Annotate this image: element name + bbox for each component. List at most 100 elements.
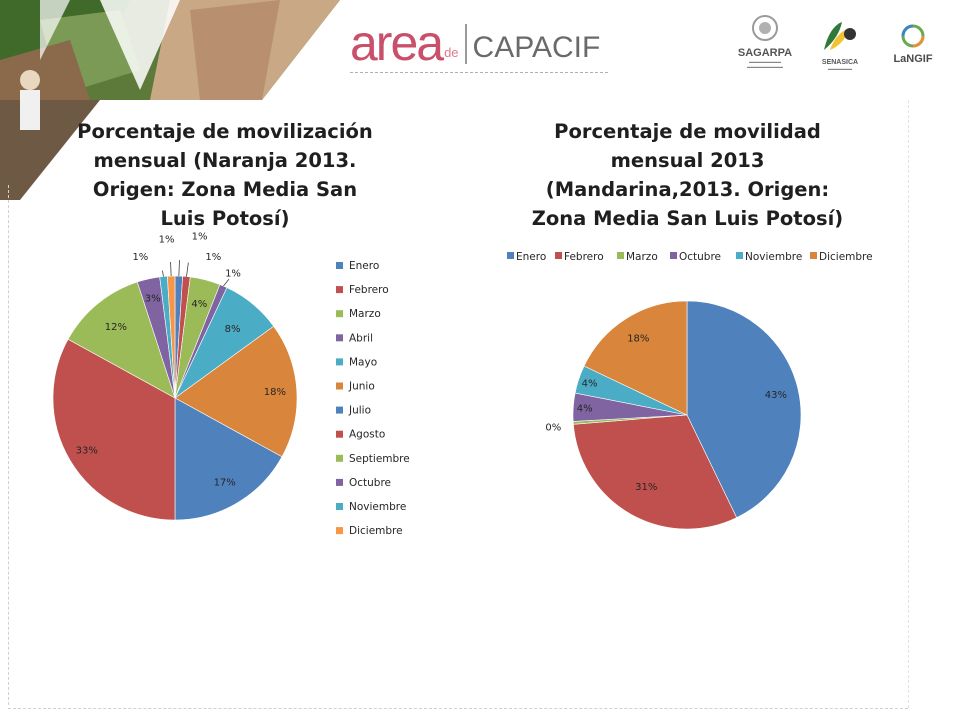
pie-slice-octubre [136, 276, 176, 399]
leader-line-abril [223, 278, 230, 287]
legend-swatch-agosto [336, 430, 343, 438]
pie-slice-febrero [174, 275, 191, 399]
pie-slice-diciembre [167, 275, 176, 399]
legend-label-abril: Abril [349, 332, 373, 344]
data-label-mayo: 8% [225, 324, 241, 335]
legend-label-diciembre: Diciembre [819, 251, 873, 263]
langif-logo: LaNGIF [883, 24, 943, 65]
data-label-enero: 1% [192, 232, 208, 243]
legend-swatch-enero [507, 252, 514, 259]
data-label-marzo: 4% [191, 299, 207, 310]
legend-swatch-enero [336, 262, 343, 269]
chart-1-leader-lines [161, 260, 230, 287]
pie-slice-agosto [52, 338, 176, 521]
brand-capacif-text: CAPACIF [472, 31, 601, 64]
legend-label-octubre: Octubre [679, 251, 721, 263]
data-label-enero: 43% [765, 390, 787, 401]
legend-label-febrero: Febrero [349, 284, 389, 296]
pie-slice-septiembre [67, 281, 176, 399]
data-label-febrero: 1% [205, 252, 221, 263]
brand-area-text: area [350, 15, 444, 71]
senasica-logo-text: SENASICA [821, 59, 859, 66]
pie-slice-octubre [572, 392, 688, 422]
langif-logo-text: LaNGIF [893, 53, 933, 65]
data-label-noviembre: 1% [132, 252, 148, 263]
legend-swatch-octubre [336, 478, 343, 486]
sagarpa-logo: SAGARPA ▬▬▬▬▬▬▬▬ ▬▬▬▬▬▬▬▬▬ [725, 14, 805, 69]
pie-slice-julio [174, 397, 283, 521]
pie-slice-marzo [572, 414, 688, 425]
pie-slice-enero [174, 275, 183, 399]
brand-underline [350, 72, 608, 73]
legend-swatch-noviembre [336, 503, 343, 510]
legend-label-enero: Enero [516, 251, 546, 263]
legend-swatch-febrero [555, 252, 562, 259]
chart-1-slices [52, 275, 298, 521]
header: area de CAPACIF SAGARPA ▬▬▬▬▬▬▬▬ ▬▬▬▬▬▬▬▬… [0, 0, 960, 200]
pie-slice-enero [686, 300, 802, 519]
data-label-octubre: 3% [145, 293, 161, 304]
legend-swatch-julio [336, 406, 343, 414]
data-label-abril: 1% [225, 269, 241, 280]
legend-label-noviembre: Noviembre [349, 501, 406, 513]
senasica-emblem-icon [824, 22, 856, 50]
legend-label-junio: Junio [348, 381, 375, 393]
chart-1-legend: Enero Febrero Marzo Abril Mayo Junio Julio Agos… [336, 260, 410, 537]
brand-de-text: de [444, 45, 459, 60]
data-label-febrero: 31% [635, 482, 657, 493]
langif-emblem-icon [901, 24, 925, 48]
legend-label-septiembre: Septiembre [349, 453, 410, 465]
legend-swatch-junio [336, 382, 343, 390]
legend-label-marzo: Marzo [349, 308, 381, 320]
legend-swatch-mayo [336, 358, 343, 366]
decorative-bottom-line [8, 708, 908, 709]
leader-line-diciembre [170, 262, 172, 277]
sagarpa-logo-text: SAGARPA [737, 47, 793, 59]
legend-swatch-septiembre [336, 454, 343, 462]
legend-swatch-diciembre [336, 527, 343, 535]
pie-slice-junio [174, 325, 298, 458]
pie-slice-noviembre [574, 365, 688, 416]
senasica-logo: SENASICA ▬▬▬▬▬▬ [815, 20, 865, 71]
pie-slice-febrero [573, 414, 738, 530]
leader-line-febrero [186, 262, 189, 277]
data-label-diciembre: 18% [627, 333, 649, 344]
pie-slice-diciembre [583, 300, 688, 416]
brand-logo: area de CAPACIF [350, 18, 600, 68]
pie-slice-marzo [174, 276, 221, 399]
legend-label-agosto: Agosto [349, 429, 385, 441]
legend-swatch-febrero [336, 286, 343, 294]
pie-slice-noviembre [159, 275, 176, 399]
data-label-marzo: 0% [545, 422, 561, 433]
data-label-septiembre: 12% [105, 322, 127, 333]
header-photo-collage [0, 0, 340, 200]
legend-swatch-abril [336, 334, 343, 342]
chart-1-title: Porcentaje de movilización mensual (Nara… [77, 120, 373, 230]
legend-swatch-octubre [670, 252, 677, 259]
pie-slice-mayo [174, 287, 275, 399]
legend-label-enero: Enero [349, 260, 379, 272]
data-label-octubre: 4% [577, 403, 593, 414]
decorative-left-line [8, 185, 9, 705]
data-label-julio: 17% [214, 478, 236, 489]
leader-line-enero [178, 260, 180, 277]
legend-label-noviembre: Noviembre [745, 251, 802, 263]
legend-label-diciembre: Diciembre [349, 525, 403, 537]
legend-label-mayo: Mayo [349, 356, 377, 368]
chart-2-legend: Enero Febrero Marzo Octubre Noviembre Diciemb… [507, 251, 873, 263]
chart-2-data-labels: 43% 31% 0% 4% 4% 18% [545, 333, 787, 492]
data-label-diciembre: 1% [159, 235, 175, 246]
chart-2-title: Porcentaje de movilidad mensual 2013 (Ma… [531, 120, 844, 230]
legend-label-marzo: Marzo [626, 251, 658, 263]
legend-label-julio: Julio [348, 405, 371, 417]
chart-2-slices [572, 300, 802, 530]
sagarpa-seal-icon [752, 15, 778, 41]
decorative-right-line [908, 100, 909, 708]
data-label-junio: 18% [264, 387, 286, 398]
legend-swatch-noviembre [736, 252, 743, 259]
legend-swatch-marzo [617, 252, 624, 259]
brand-separator [464, 24, 467, 64]
leader-line-noviembre [161, 270, 164, 277]
chart-1-data-labels: 1% 1% 4% 1% 8% 18% 17% 33% 12% 3% 1% 1% [76, 232, 286, 489]
data-label-agosto: 33% [76, 446, 98, 457]
